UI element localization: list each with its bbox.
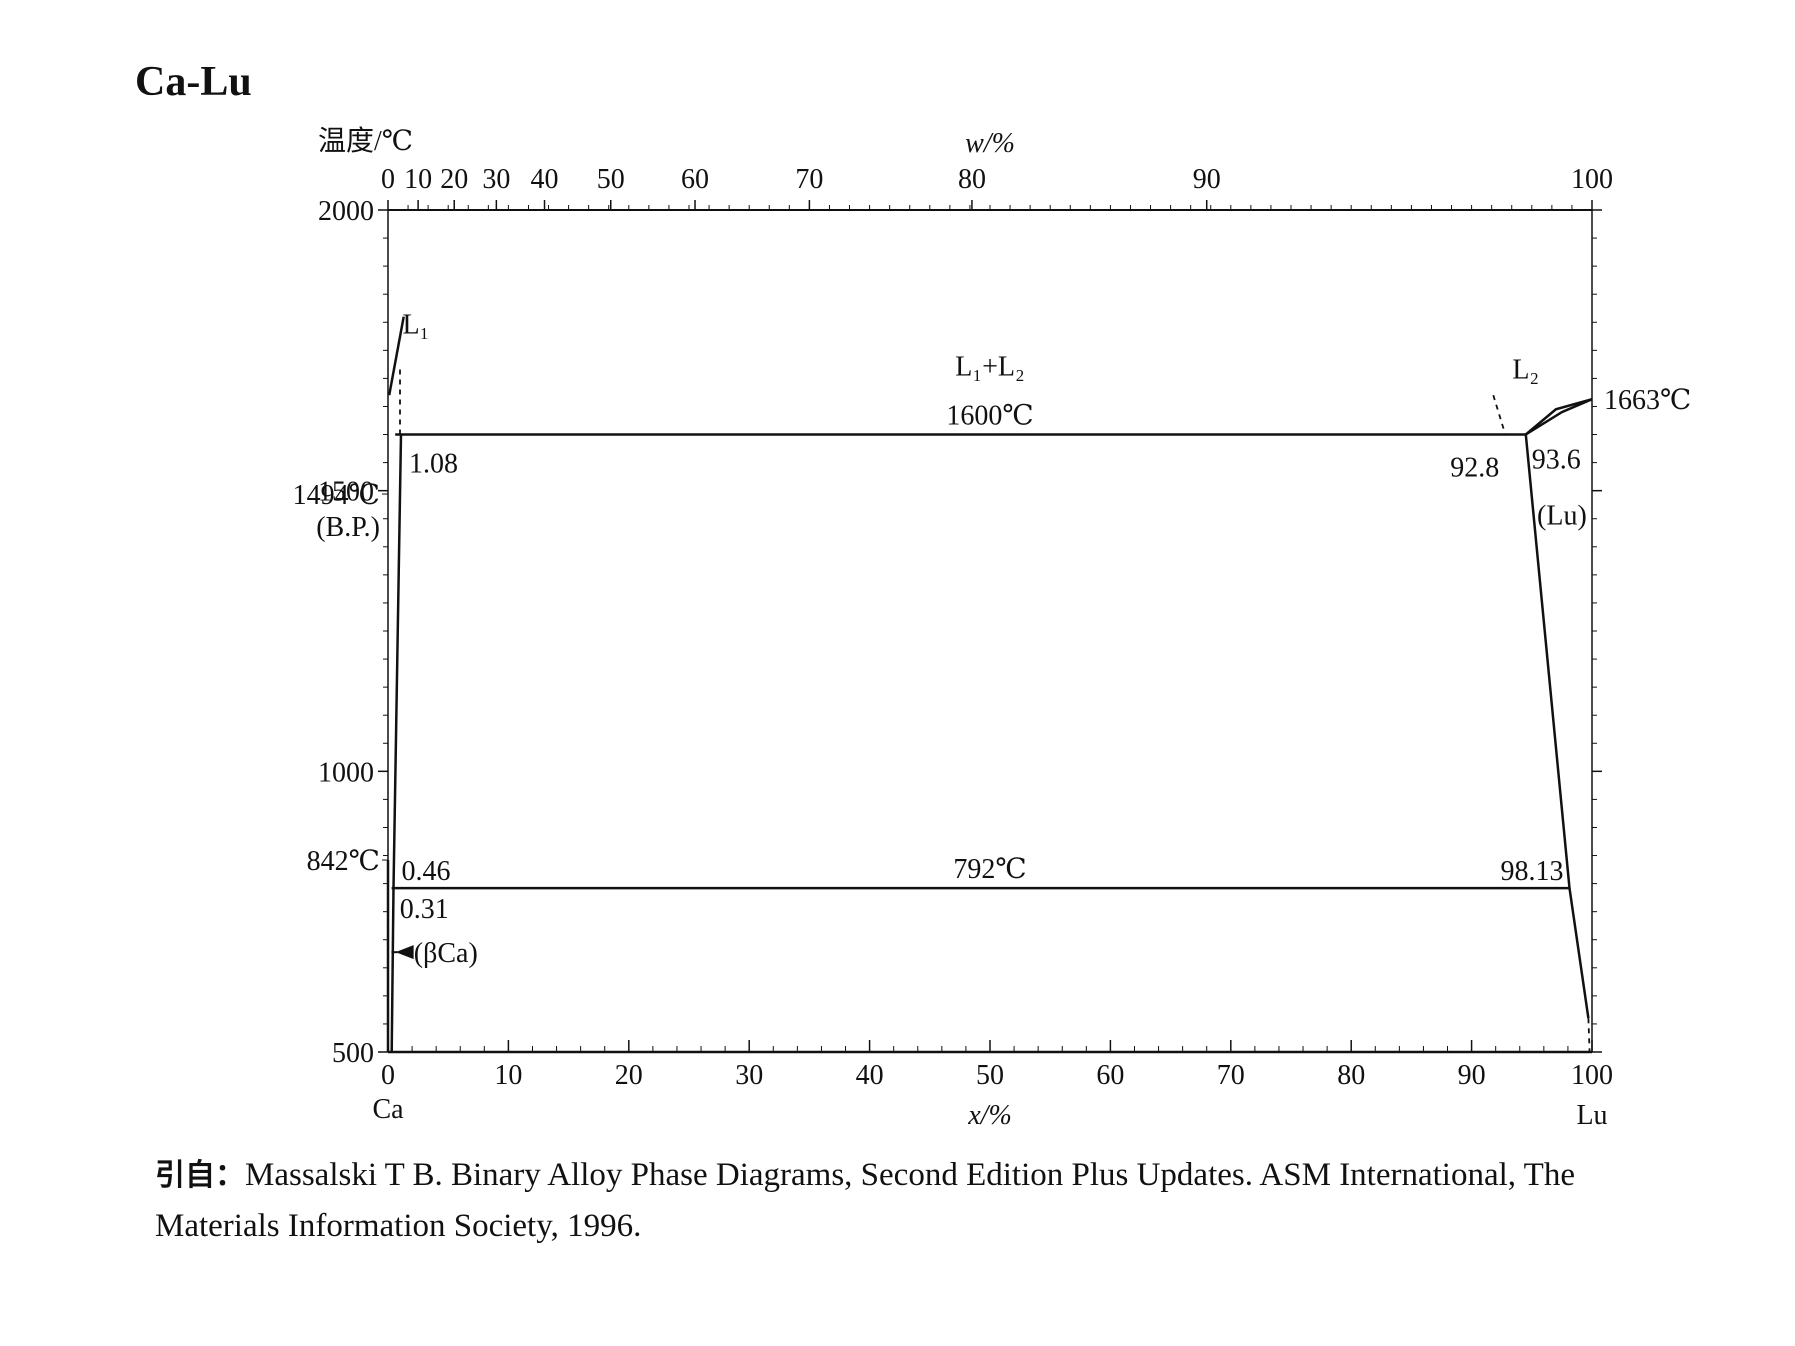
figure-title: Ca-Lu — [135, 59, 252, 105]
phase-boundaries — [386, 316, 1593, 1053]
x-axis-label: x/% — [967, 1100, 1012, 1131]
composition-label: 0.31 — [400, 894, 449, 925]
x-right-element: Lu — [1576, 1100, 1607, 1131]
y-tick-label-500: 500 — [332, 1038, 374, 1069]
top-tick-label-30: 30 — [482, 164, 510, 195]
citation-label: 引自： — [155, 1158, 245, 1193]
boundary-l2-liquidus — [1524, 397, 1593, 436]
top-tick-label-100: 100 — [1571, 164, 1613, 195]
x-tick-label-60: 60 — [1096, 1060, 1124, 1091]
x-tick-label-80: 80 — [1337, 1060, 1365, 1091]
phase-label: L₂ — [1512, 354, 1539, 385]
annotations: 1494℃(B.P.) 842℃ 1600℃ 792℃ 1.08 92.8 93.6 0.46… — [293, 309, 1692, 969]
isotherm-label-1600: 1600℃ — [946, 401, 1033, 432]
composition-label: 92.8 — [1450, 453, 1499, 484]
phase-label: (Lu) — [1537, 500, 1587, 531]
top-tick-label-10: 10 — [404, 164, 432, 195]
x-left-element: Ca — [372, 1094, 404, 1125]
x-tick-label-0: 0 — [381, 1060, 395, 1091]
x-tick-label-50: 50 — [976, 1060, 1004, 1091]
boundary-l1-liquidus — [387, 316, 405, 396]
boundary-ca-rich-solvus — [390, 434, 403, 1053]
y-tick-label-1000: 1000 — [318, 757, 374, 788]
x-tick-label-30: 30 — [735, 1060, 763, 1091]
top-tick-label-70: 70 — [795, 164, 823, 195]
x-tick-label-70: 70 — [1217, 1060, 1245, 1091]
phase-label: (βCa) — [414, 938, 478, 969]
composition-label: 1.08 — [409, 449, 458, 480]
top-tick-label-80: 80 — [958, 164, 986, 195]
boundary-lu-solidus — [1525, 398, 1593, 436]
x-tick-label-40: 40 — [856, 1060, 884, 1091]
boundary-lu-solvus — [1524, 434, 1590, 1019]
x-tick-label-90: 90 — [1458, 1060, 1486, 1091]
x-tick-label-10: 10 — [494, 1060, 522, 1091]
boundary-lu-solvus-dashed — [1587, 1018, 1591, 1053]
x-tick-label-100: 100 — [1571, 1060, 1613, 1091]
phase-label: L₁+L₂ — [955, 352, 1025, 383]
top-tick-label-0: 0 — [381, 164, 395, 195]
citation-line2: Materials Information Society, 1996. — [155, 1208, 642, 1244]
plot-frame — [387, 209, 1593, 1054]
isotherm-label-792: 792℃ — [953, 854, 1026, 885]
citation-text: Massalski T B. Binary Alloy Phase Diagra… — [245, 1157, 1575, 1193]
top-tick-label-60: 60 — [681, 164, 709, 195]
top-tick-label-90: 90 — [1193, 164, 1221, 195]
citation: 引自：Massalski T B. Binary Alloy Phase Dia… — [155, 1150, 1575, 1251]
beta-ca-arrow-head — [395, 945, 414, 960]
top-tick-label-50: 50 — [597, 164, 625, 195]
composition-label: 93.6 — [1532, 445, 1581, 476]
melting-point-label: 1663℃ — [1604, 385, 1691, 416]
y-tick-label-2000: 2000 — [318, 196, 374, 227]
composition-label: 98.13 — [1500, 856, 1563, 887]
composition-label: 0.46 — [402, 856, 451, 887]
y-axis-label: 温度/℃ — [318, 125, 413, 157]
top-axis-label: w/% — [965, 128, 1015, 159]
y-tick-label-1500: 1500 — [318, 477, 374, 508]
left-annotation-line: 1494℃ — [293, 480, 380, 511]
boundary-l2-dashed — [1492, 394, 1507, 435]
top-tick-label-20: 20 — [440, 164, 468, 195]
phase-label: L₁ — [402, 309, 429, 340]
x-tick-label-20: 20 — [615, 1060, 643, 1091]
left-annotation-line: 842℃ — [307, 846, 380, 877]
left-annotation-line: (B.P.) — [316, 512, 380, 543]
top-tick-label-40: 40 — [531, 164, 559, 195]
